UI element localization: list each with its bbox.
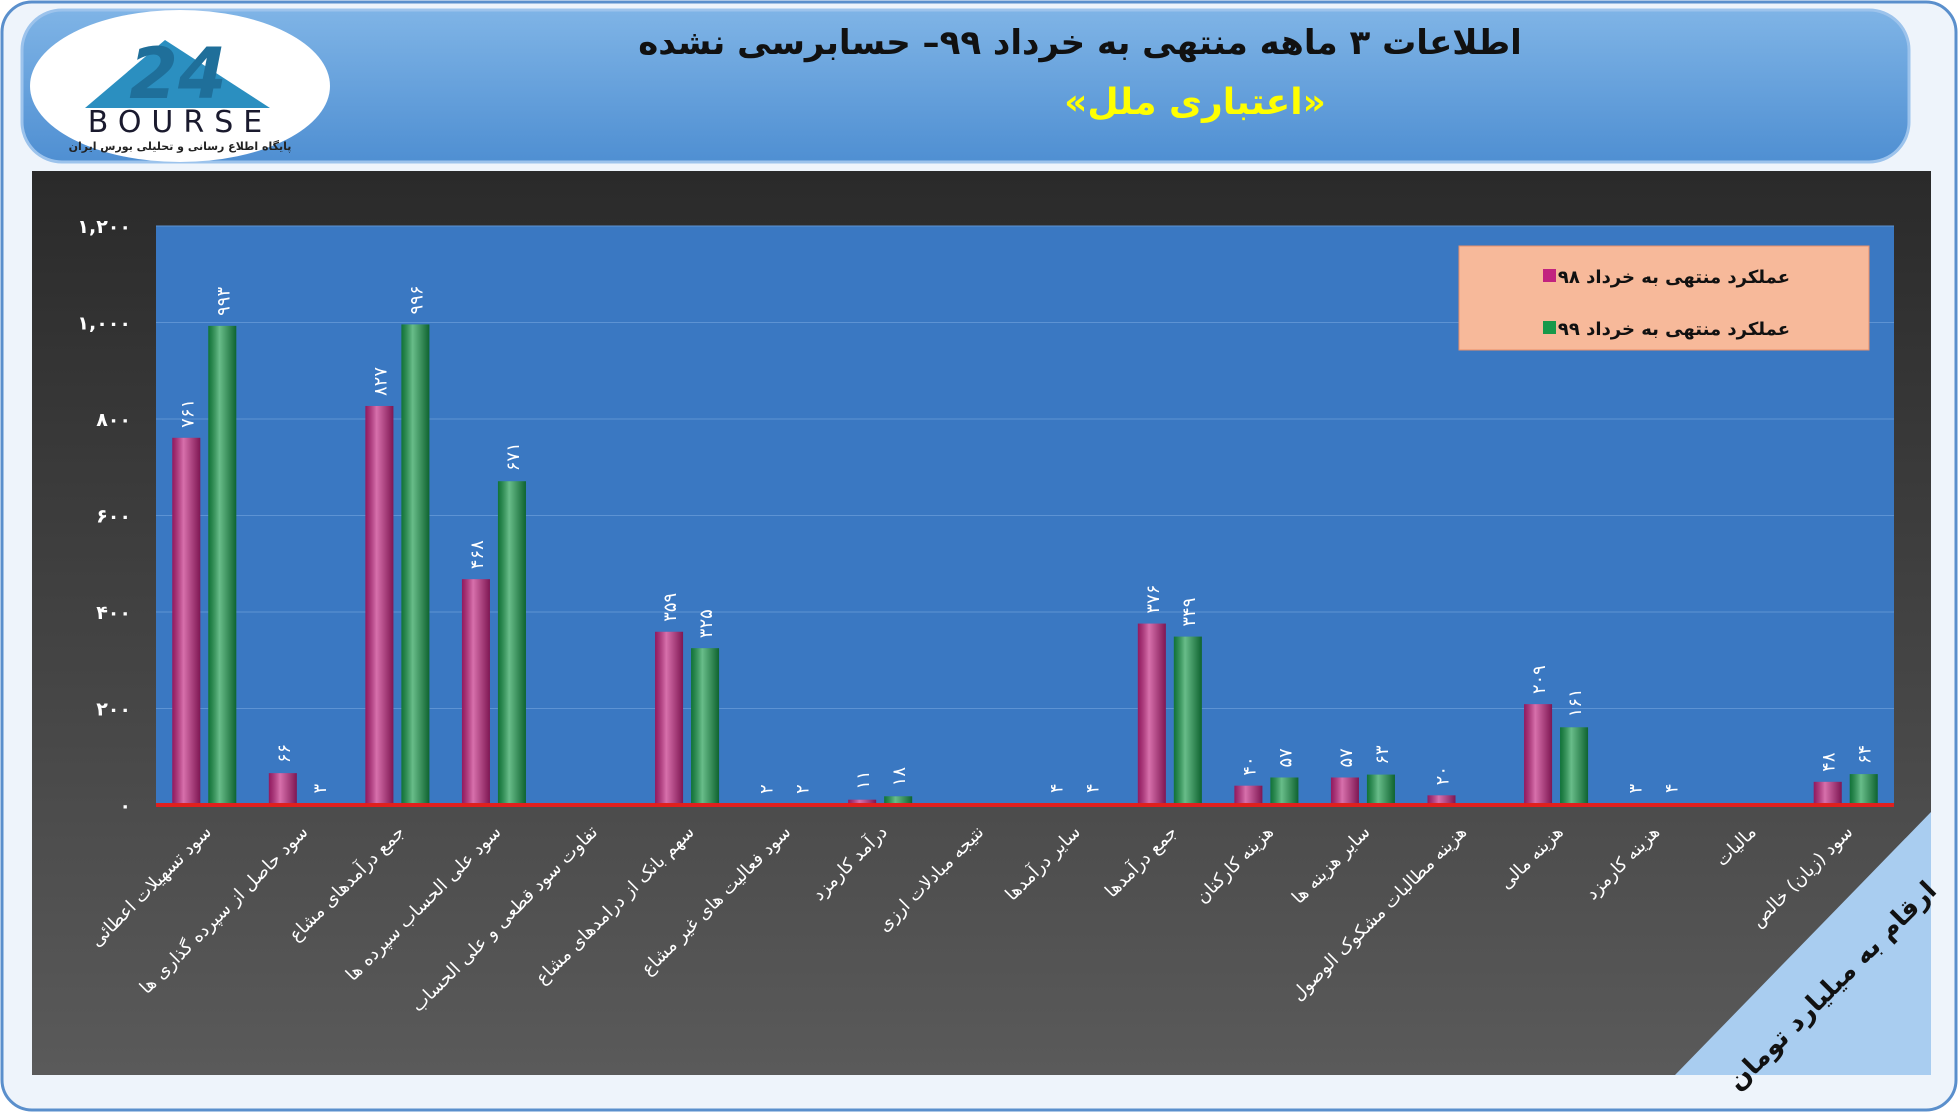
data-label: ۶۳ xyxy=(1372,745,1393,765)
bar-shine xyxy=(172,437,201,805)
logo: 24 BOURSE پایگاه اطلاع رسانی و تحلیلی بو… xyxy=(30,10,330,162)
data-label: ۶۴ xyxy=(1855,745,1876,764)
bar-shine xyxy=(1524,704,1553,805)
data-label: ۶۷۱ xyxy=(503,442,524,471)
y-tick-label: ۶۰۰ xyxy=(96,506,131,528)
data-label: ۴ xyxy=(1662,783,1683,793)
data-label: ۴۰ xyxy=(1239,756,1260,775)
logo-shape xyxy=(85,40,270,108)
legend-label: عملکرد منتهی به خرداد ۹۹ xyxy=(1558,319,1790,340)
data-label: ۵۷ xyxy=(1336,748,1357,768)
data-label: ۲ xyxy=(793,784,814,794)
bar-shine xyxy=(1366,774,1395,805)
chart-subtitle: «اعتباری ملل» xyxy=(1064,82,1326,123)
bar-shine xyxy=(1560,727,1589,805)
y-tick-label: ۴۰۰ xyxy=(96,602,131,624)
bar-shine xyxy=(655,631,684,805)
data-label: ۳۵۹ xyxy=(660,593,681,622)
bar-shine xyxy=(1427,795,1456,805)
bar-shine xyxy=(1849,774,1878,805)
data-label: ۲۰ xyxy=(1433,766,1454,785)
data-label: ۲ xyxy=(757,784,778,794)
bar-shine xyxy=(497,481,526,805)
legend-box xyxy=(1458,245,1870,351)
bar-shine xyxy=(884,796,913,805)
data-label: ۵۷ xyxy=(1275,748,1296,768)
note-bg xyxy=(1675,812,1931,1075)
data-label: ۶۶ xyxy=(274,744,295,763)
data-label: ۱۶۱ xyxy=(1565,688,1586,717)
logo-number: 24 xyxy=(129,33,226,115)
logo-caption: پایگاه اطلاع رسانی و تحلیلی بورس ایران xyxy=(69,140,292,153)
data-label: ۸۲۷ xyxy=(370,367,391,396)
logo-text: BOURSE xyxy=(88,105,272,140)
bar-shine xyxy=(461,579,490,805)
bar-shine xyxy=(1234,785,1263,805)
bar-shine xyxy=(1813,781,1842,805)
data-label: ۳۷۶ xyxy=(1143,585,1164,614)
y-tick-label: ۸۰۰ xyxy=(96,409,131,431)
bar-shine xyxy=(1270,777,1299,805)
data-label: ۳۲۵ xyxy=(696,609,717,638)
data-label: ۳ xyxy=(1626,784,1647,794)
data-label: ۷۶۱ xyxy=(177,399,198,428)
data-label: ۳ xyxy=(310,784,331,794)
data-label: ۴۸ xyxy=(1819,752,1840,772)
data-label: ۴۶۸ xyxy=(467,540,488,569)
y-tick-label: ۱,۰۰۰ xyxy=(77,313,131,335)
bar-shine xyxy=(848,799,877,805)
data-label: ۳۴۹ xyxy=(1179,598,1200,627)
data-label: ۹۹۶ xyxy=(406,285,427,314)
bar-shine xyxy=(1137,623,1166,805)
data-label: ۴ xyxy=(1046,783,1067,793)
data-label: ۲۰۹ xyxy=(1529,665,1550,694)
chart-title: اطلاعات ۳ ماهه منتهی به خرداد ۹۹– حسابرس… xyxy=(638,23,1522,63)
y-tick-label: ۲۰۰ xyxy=(96,699,131,721)
data-label: ۱۱ xyxy=(853,770,874,789)
header xyxy=(20,8,1911,164)
data-label: ۱۸ xyxy=(889,767,910,787)
bar-shine xyxy=(1173,636,1202,805)
data-label: ۹۹۳ xyxy=(213,287,234,316)
legend-label: عملکرد منتهی به خرداد ۹۸ xyxy=(1558,267,1790,288)
y-tick-label: ۱,۲۰۰ xyxy=(77,216,131,238)
bar-shine xyxy=(401,324,430,805)
bar-shine xyxy=(1330,777,1359,805)
bar-shine xyxy=(691,648,720,805)
legend-marker xyxy=(1543,321,1556,334)
y-tick-label: ۰ xyxy=(119,795,131,817)
bar-shine xyxy=(208,325,237,805)
bar-shine xyxy=(365,405,394,805)
legend-marker xyxy=(1543,269,1556,282)
bar-shine xyxy=(268,773,297,805)
data-label: ۴ xyxy=(1082,783,1103,793)
